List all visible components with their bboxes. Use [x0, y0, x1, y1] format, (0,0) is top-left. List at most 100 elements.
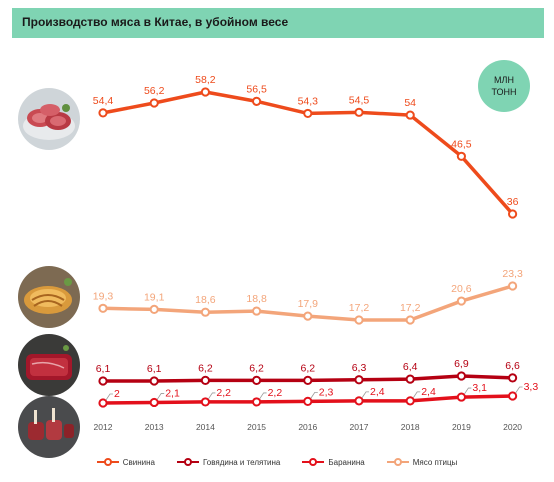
data-point — [252, 397, 262, 407]
legend-label: Свинина — [122, 457, 155, 467]
data-point — [354, 375, 364, 385]
data-label: 19,3 — [93, 290, 114, 302]
data-label: 18,6 — [195, 294, 216, 306]
data-label: 56,2 — [144, 85, 165, 97]
data-label: 19,1 — [144, 291, 165, 303]
data-point — [354, 315, 364, 325]
label-leader — [310, 391, 318, 399]
label-leader — [208, 392, 216, 400]
label-leader — [515, 386, 523, 394]
data-point — [456, 392, 466, 402]
legend-item: Говядина и телятина — [176, 454, 281, 470]
unit-badge: МЛН ТОНН — [478, 60, 530, 112]
data-point — [200, 375, 210, 385]
unit-label: МЛН ТОНН — [491, 75, 517, 97]
data-point — [507, 281, 518, 291]
data-point — [252, 96, 262, 106]
data-label: 3,1 — [472, 382, 487, 394]
data-label: 54,3 — [298, 95, 319, 107]
data-point — [354, 396, 364, 406]
data-point — [200, 307, 210, 317]
data-point — [405, 315, 415, 325]
legend-item: Мясо птицы — [386, 454, 458, 470]
data-point — [405, 396, 415, 406]
data-label: 54 — [404, 97, 416, 109]
data-label: 6,2 — [300, 362, 315, 374]
legend-label: Говядина и телятина — [202, 457, 281, 467]
x-tick-label: 2015 — [247, 422, 266, 432]
data-point — [507, 391, 518, 401]
x-tick-label: 2013 — [145, 422, 164, 432]
data-label: 18,8 — [246, 293, 267, 305]
data-point — [149, 304, 159, 315]
data-label: 6,2 — [198, 362, 213, 374]
data-label: 2,1 — [165, 387, 180, 399]
data-label: 6,3 — [352, 362, 367, 374]
data-label: 2,4 — [370, 386, 385, 398]
data-point — [149, 98, 159, 108]
label-leader — [464, 387, 472, 395]
data-label: 54,5 — [349, 94, 370, 106]
data-point — [507, 373, 518, 383]
data-label: 6,2 — [249, 362, 264, 374]
legend-item: Баранина — [302, 454, 365, 470]
data-label: 46,5 — [451, 138, 472, 150]
data-label: 6,6 — [505, 360, 520, 372]
x-tick-label: 2019 — [452, 422, 471, 432]
legend-swatch — [176, 458, 199, 466]
title-bar: Производство мяса в Китае, в убойном вес… — [12, 8, 544, 38]
chart-title: Производство мяса в Китае, в убойном вес… — [22, 15, 289, 29]
legend: Свинина Говядина и телятина Баранина Мясо п… — [0, 454, 554, 470]
data-label: 17,9 — [298, 298, 319, 310]
data-label: 17,2 — [400, 302, 421, 314]
data-label: 6,4 — [403, 361, 418, 373]
label-leader — [361, 391, 369, 399]
legend-label: Мясо птицы — [412, 457, 458, 467]
mutton-photo — [18, 396, 80, 458]
data-point — [252, 375, 262, 385]
data-label: 2,2 — [268, 387, 283, 399]
data-point — [98, 398, 108, 408]
data-label: 23,3 — [502, 268, 523, 280]
data-point — [507, 209, 518, 219]
legend-swatch — [386, 458, 409, 466]
data-label: 20,6 — [451, 283, 472, 295]
data-point — [456, 371, 466, 381]
x-tick-label: 2017 — [350, 422, 369, 432]
data-label: 6,1 — [96, 363, 111, 375]
data-point — [405, 374, 415, 384]
data-point — [149, 376, 159, 386]
data-point — [354, 107, 364, 117]
data-label: 17,2 — [349, 302, 370, 314]
legend-swatch — [302, 458, 325, 466]
label-leader — [412, 391, 421, 399]
data-label: 58,2 — [195, 74, 216, 86]
data-point — [303, 108, 313, 119]
data-label: 6,9 — [454, 358, 469, 370]
chicken-photo — [18, 266, 80, 328]
data-point — [405, 110, 415, 120]
data-label: 2,2 — [216, 387, 231, 399]
data-point — [303, 396, 313, 406]
data-label: 56,5 — [246, 83, 267, 95]
data-label: 36 — [507, 196, 519, 208]
beef-photo — [18, 334, 80, 396]
x-tick-label: 2012 — [94, 422, 113, 432]
data-label: 2 — [114, 388, 120, 400]
data-point — [456, 296, 466, 306]
data-point — [456, 151, 466, 161]
legend-swatch — [96, 458, 119, 466]
data-label: 2,4 — [421, 386, 436, 398]
data-point — [149, 397, 159, 408]
data-label: 2,3 — [319, 386, 334, 398]
label-leader — [259, 392, 267, 400]
data-point — [303, 311, 313, 321]
data-point — [98, 303, 108, 313]
x-tick-label: 2014 — [196, 422, 215, 432]
data-point — [303, 375, 313, 385]
data-point — [200, 87, 210, 97]
data-label: 54,4 — [93, 95, 114, 107]
data-point — [200, 397, 210, 407]
data-label: 6,1 — [147, 363, 162, 375]
data-label: 3,3 — [524, 381, 539, 393]
